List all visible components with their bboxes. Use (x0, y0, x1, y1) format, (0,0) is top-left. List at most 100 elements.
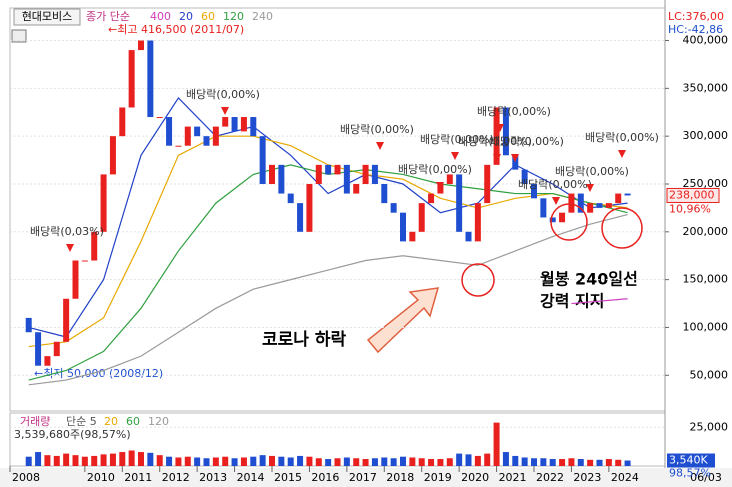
volume-bar (100, 454, 107, 466)
candle-body (409, 231, 416, 242)
settings-icon[interactable] (11, 29, 27, 43)
volume-bar (587, 459, 594, 466)
volume-bar (269, 455, 275, 466)
candle-body (63, 298, 70, 342)
candle-body (91, 231, 98, 261)
price-legend-label: 종가 단순 (86, 10, 130, 23)
volume-bar (287, 457, 294, 466)
volume-bar (175, 457, 182, 466)
candle-body (343, 164, 350, 194)
dividend-arrow (586, 184, 594, 192)
dividend-label: 배당락(0,00%) (458, 135, 532, 148)
volume-bar (371, 458, 378, 466)
candle-body (72, 260, 79, 299)
candle-body (156, 117, 163, 119)
volume-bar (381, 457, 388, 466)
legend-entry: 20 (179, 10, 193, 23)
candle-body (596, 203, 603, 208)
x-tick-label: 2023 (573, 471, 601, 484)
volume-bar (325, 459, 332, 466)
x-tick-label: 2012 (162, 471, 190, 484)
volume-bar (418, 458, 425, 466)
candle-body (212, 126, 219, 146)
volume-bar (156, 455, 163, 466)
last-change: 10,96% (669, 202, 711, 215)
volume-bar (72, 455, 79, 466)
dividend-arrow (436, 182, 444, 190)
y-tick-label: 250,000 (683, 177, 729, 190)
candle-body (203, 136, 210, 146)
candle-body (138, 40, 144, 51)
volume-bar (278, 456, 285, 466)
highlight-circle (461, 263, 495, 297)
volume-bar (540, 458, 547, 466)
candle-body (587, 203, 594, 213)
volume-bar (484, 453, 491, 466)
candle-body (521, 169, 528, 184)
candle-body (109, 136, 116, 175)
legend-entry: 20 (104, 415, 118, 428)
callout-text: 코로나 하락 (262, 330, 346, 350)
candle-body (231, 117, 238, 132)
dividend-label: 배당락(0,00%) (555, 165, 629, 178)
volume-bar (531, 458, 537, 466)
volume-bar (203, 458, 210, 466)
lc-label: LC:376,00 (668, 10, 724, 23)
volume-bar (128, 450, 135, 466)
candle-body (315, 164, 322, 184)
volume-bar (306, 456, 313, 466)
volume-bar (259, 455, 266, 466)
volume-bar (184, 456, 191, 466)
candle-body (25, 317, 32, 333)
volume-bar (577, 459, 584, 466)
dividend-arrow (618, 150, 626, 158)
candle-body (456, 174, 463, 232)
volume-bar (222, 456, 229, 466)
last-volume-pct: 98,57% (669, 467, 711, 480)
x-tick-label: 2010 (87, 471, 115, 484)
candle-body (502, 107, 509, 156)
last-volume: 3,540K (669, 454, 708, 467)
dividend-arrow (511, 154, 519, 162)
x-tick-label: 2015 (274, 471, 302, 484)
candle-body (474, 203, 481, 242)
volume-bar (194, 457, 201, 466)
volume-bar (212, 457, 219, 466)
volume-bar (147, 452, 154, 466)
candle-body (184, 126, 191, 146)
candle-body (287, 193, 294, 204)
y-tick-label: 150,000 (683, 273, 729, 286)
candle-body (147, 40, 154, 118)
candle-body (390, 203, 397, 213)
candle-body (353, 183, 360, 194)
y-tick-label: 350,000 (683, 81, 729, 94)
volume-bar (605, 459, 612, 466)
candle-body (166, 117, 173, 146)
volume-bar (119, 452, 126, 466)
dividend-arrow (496, 124, 504, 132)
dividend-arrow (376, 142, 384, 150)
candle-body (484, 164, 491, 204)
candle-body (624, 193, 631, 196)
volume-bar (35, 452, 42, 466)
y-tick-label: 100,000 (683, 320, 729, 333)
volume-bar (549, 459, 556, 466)
volume-bar (512, 455, 519, 466)
x-tick-label: 2020 (461, 471, 489, 484)
volume-bar (568, 458, 575, 466)
candle-body (381, 183, 388, 204)
candle-body (325, 164, 332, 175)
hc-label: HC:-42,86 (668, 23, 723, 36)
volume-bar (343, 457, 350, 466)
dividend-arrow (451, 152, 459, 160)
volume-bar (44, 455, 51, 466)
legend-entry: 240 (252, 10, 273, 23)
candle-body (35, 332, 42, 366)
moving-average (28, 96, 628, 338)
candle-body (100, 174, 107, 232)
legend-entry: 120 (223, 10, 244, 23)
candle-body (446, 174, 453, 184)
stock-name-box[interactable] (13, 8, 81, 26)
candle-body (418, 203, 425, 232)
